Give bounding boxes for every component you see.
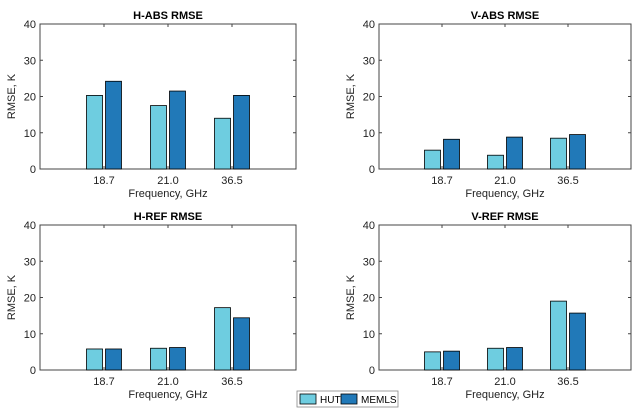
y-tick-label: 20 — [363, 293, 375, 305]
bar-memls-36-5 — [569, 134, 586, 170]
y-tick-label: 0 — [30, 164, 36, 176]
y-tick-label: 30 — [24, 55, 36, 67]
y-tick-label: 0 — [30, 365, 36, 377]
x-axis-label: Frequency, GHz — [128, 389, 207, 401]
x-axis-label: Frequency, GHz — [465, 188, 544, 200]
x-tick-label: 18.7 — [431, 376, 452, 388]
bar-memls-18-7 — [105, 80, 122, 170]
chart-panel-2: 0 10 20 30 40 18.7 21.0 36.5 V-ABS RMSE Frequency… — [345, 10, 632, 200]
y-tick-label: 10 — [24, 329, 36, 341]
y-tick-label: 0 — [369, 164, 375, 176]
legend-label-memls: MEMLS — [361, 395, 397, 406]
x-tick-label: 36.5 — [221, 175, 242, 187]
bar-hut-21-0 — [150, 347, 167, 371]
plot-frame — [39, 224, 297, 371]
y-axis-label: RMSE, K — [6, 73, 18, 119]
y-tick-label: 40 — [363, 220, 375, 232]
x-axis-label: Frequency, GHz — [465, 389, 544, 401]
chart-panel-3: 0 10 20 30 40 18.7 21.0 36.5 H-REF RMSE Frequency… — [6, 211, 297, 401]
panel-title: V-REF RMSE — [471, 211, 538, 223]
bar-hut-18-7 — [86, 95, 103, 170]
panel-title: H-REF RMSE — [134, 211, 202, 223]
x-tick-label: 18.7 — [93, 376, 114, 388]
y-tick-label: 20 — [363, 92, 375, 104]
x-tick-label: 21.0 — [157, 175, 178, 187]
y-axis-label: RMSE, K — [6, 274, 18, 320]
x-tick-label: 21.0 — [157, 376, 178, 388]
x-tick-label: 36.5 — [221, 376, 242, 388]
y-axis-label: RMSE, K — [345, 274, 357, 320]
bar-hut-21-0 — [487, 154, 504, 170]
x-tick-label: 21.0 — [494, 376, 515, 388]
legend-swatch-memls — [340, 393, 358, 405]
y-tick-label: 0 — [369, 365, 375, 377]
bar-hut-36-5 — [214, 117, 231, 170]
y-tick-label: 30 — [363, 55, 375, 67]
y-tick-label: 30 — [24, 256, 36, 268]
plot-frame — [39, 23, 297, 170]
bar-memls-21-0 — [169, 347, 186, 371]
x-tick-label: 18.7 — [93, 175, 114, 187]
x-tick-label: 18.7 — [431, 175, 452, 187]
bar-memls-18-7 — [443, 138, 460, 170]
y-tick-label: 30 — [363, 256, 375, 268]
y-axis-label: RMSE, K — [345, 73, 357, 119]
y-tick-label: 40 — [363, 19, 375, 31]
y-tick-label: 40 — [24, 220, 36, 232]
bar-memls-21-0 — [506, 347, 523, 371]
y-tick-label: 10 — [363, 128, 375, 140]
bar-memls-21-0 — [169, 90, 186, 170]
legend-swatch-hut — [299, 393, 317, 405]
panel-title: V-ABS RMSE — [471, 10, 539, 22]
y-tick-label: 40 — [24, 19, 36, 31]
bar-hut-21-0 — [487, 347, 504, 371]
bar-hut-21-0 — [150, 105, 167, 170]
bar-hut-36-5 — [214, 307, 231, 371]
plot-frame — [378, 224, 632, 371]
bar-memls-36-5 — [233, 317, 250, 371]
bar-memls-36-5 — [233, 95, 250, 170]
legend: HUT MEMLS — [296, 390, 399, 408]
bar-memls-18-7 — [105, 348, 122, 371]
x-tick-label: 21.0 — [494, 175, 515, 187]
y-tick-label: 20 — [24, 92, 36, 104]
x-tick-label: 36.5 — [557, 175, 578, 187]
bar-hut-36-5 — [550, 300, 567, 371]
y-tick-label: 10 — [363, 329, 375, 341]
y-tick-label: 20 — [24, 293, 36, 305]
chart-panel-1: 0 10 20 30 40 18.7 21.0 36.5 H-ABS RMSE Frequency… — [6, 10, 297, 200]
bar-hut-18-7 — [424, 149, 441, 170]
x-axis-label: Frequency, GHz — [128, 188, 207, 200]
bar-hut-36-5 — [550, 137, 567, 170]
legend-label-hut: HUT — [320, 395, 341, 406]
bar-memls-21-0 — [506, 136, 523, 170]
panel-title: H-ABS RMSE — [133, 10, 203, 22]
x-tick-label: 36.5 — [557, 376, 578, 388]
bar-memls-18-7 — [443, 350, 460, 371]
bar-memls-36-5 — [569, 312, 586, 371]
y-tick-label: 10 — [24, 128, 36, 140]
bar-hut-18-7 — [424, 351, 441, 371]
bar-hut-18-7 — [86, 348, 103, 371]
plot-frame — [378, 23, 632, 170]
chart-panel-4: 0 10 20 30 40 18.7 21.0 36.5 V-REF RMSE Frequency… — [345, 211, 632, 401]
